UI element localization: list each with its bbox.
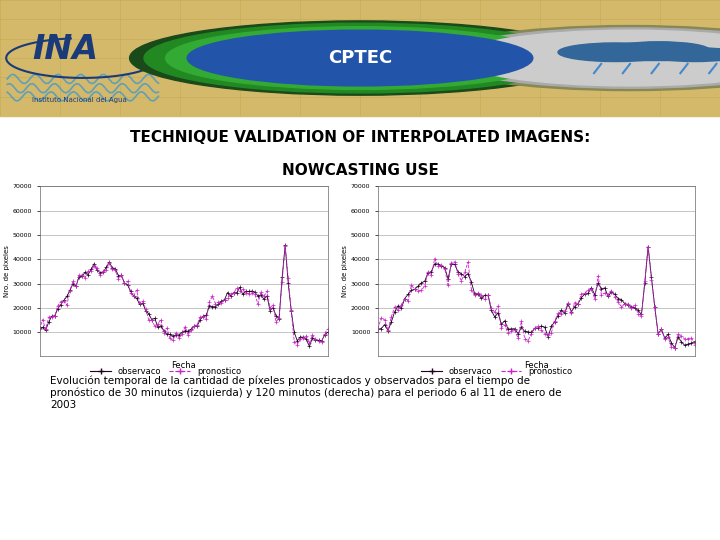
- obs: [374, 326, 382, 332]
- X-axis label: Fecha: Fecha: [171, 361, 196, 369]
- fc: [644, 244, 652, 250]
- fc: [690, 341, 699, 348]
- Line: obs: obs: [377, 245, 696, 349]
- fc: [544, 332, 552, 339]
- obs: [281, 242, 289, 248]
- Y-axis label: Nro. de pixeles: Nro. de pixeles: [342, 245, 348, 298]
- obs: [160, 328, 168, 334]
- obs: [690, 339, 699, 345]
- Bar: [594, 49, 720, 60]
- fc: [190, 323, 199, 329]
- Circle shape: [130, 21, 590, 95]
- Line: fc: fc: [38, 245, 329, 346]
- fc: [281, 243, 289, 249]
- Circle shape: [608, 42, 709, 58]
- Circle shape: [652, 48, 720, 62]
- Text: INA: INA: [32, 32, 99, 65]
- Legend: observaco, pronostico: observaco, pronostico: [418, 363, 575, 379]
- fc: [181, 323, 189, 330]
- fc: [160, 329, 168, 336]
- obs: [510, 326, 519, 332]
- fc: [35, 326, 44, 332]
- fc: [667, 344, 676, 350]
- obs: [305, 343, 314, 350]
- obs: [181, 327, 189, 334]
- fc: [323, 326, 332, 332]
- Circle shape: [457, 30, 720, 86]
- fc: [534, 323, 542, 329]
- Circle shape: [558, 43, 673, 62]
- obs: [464, 271, 472, 277]
- fc: [293, 341, 302, 348]
- fc: [670, 345, 679, 351]
- obs: [35, 325, 44, 332]
- fc: [464, 259, 472, 265]
- Text: CPTEC: CPTEC: [328, 49, 392, 67]
- Y-axis label: Nro. de pixeles: Nro. de pixeles: [4, 245, 9, 298]
- Circle shape: [187, 30, 533, 86]
- fc: [117, 272, 126, 279]
- Text: Evolución temporal de la cantidad de píxeles pronosticados y observados para el : Evolución temporal de la cantidad de píx…: [50, 375, 562, 410]
- fc: [75, 272, 84, 279]
- obs: [534, 325, 542, 331]
- obs: [670, 345, 679, 351]
- Circle shape: [166, 26, 554, 90]
- obs: [644, 244, 652, 250]
- obs: [417, 280, 426, 286]
- Line: obs: obs: [38, 244, 329, 348]
- obs: [302, 336, 311, 342]
- fc: [305, 340, 314, 347]
- Text: NOWCASTING USE: NOWCASTING USE: [282, 164, 438, 178]
- obs: [323, 329, 332, 335]
- Line: fc: fc: [377, 245, 696, 349]
- Circle shape: [428, 25, 720, 91]
- Legend: observaco, pronostico: observaco, pronostico: [87, 363, 244, 379]
- Circle shape: [144, 23, 576, 93]
- obs: [544, 333, 552, 340]
- obs: [75, 274, 84, 280]
- X-axis label: Fecha: Fecha: [524, 361, 549, 369]
- Circle shape: [443, 28, 720, 88]
- obs: [190, 323, 199, 329]
- fc: [510, 327, 519, 333]
- obs: [667, 340, 676, 347]
- obs: [117, 272, 126, 279]
- fc: [417, 287, 426, 294]
- Text: TECHNIQUE VALIDATION OF INTERPOLATED IMAGENS:: TECHNIQUE VALIDATION OF INTERPOLATED IMA…: [130, 130, 590, 145]
- fc: [374, 326, 382, 332]
- Text: Instituto Nacional del Agua: Instituto Nacional del Agua: [32, 97, 127, 103]
